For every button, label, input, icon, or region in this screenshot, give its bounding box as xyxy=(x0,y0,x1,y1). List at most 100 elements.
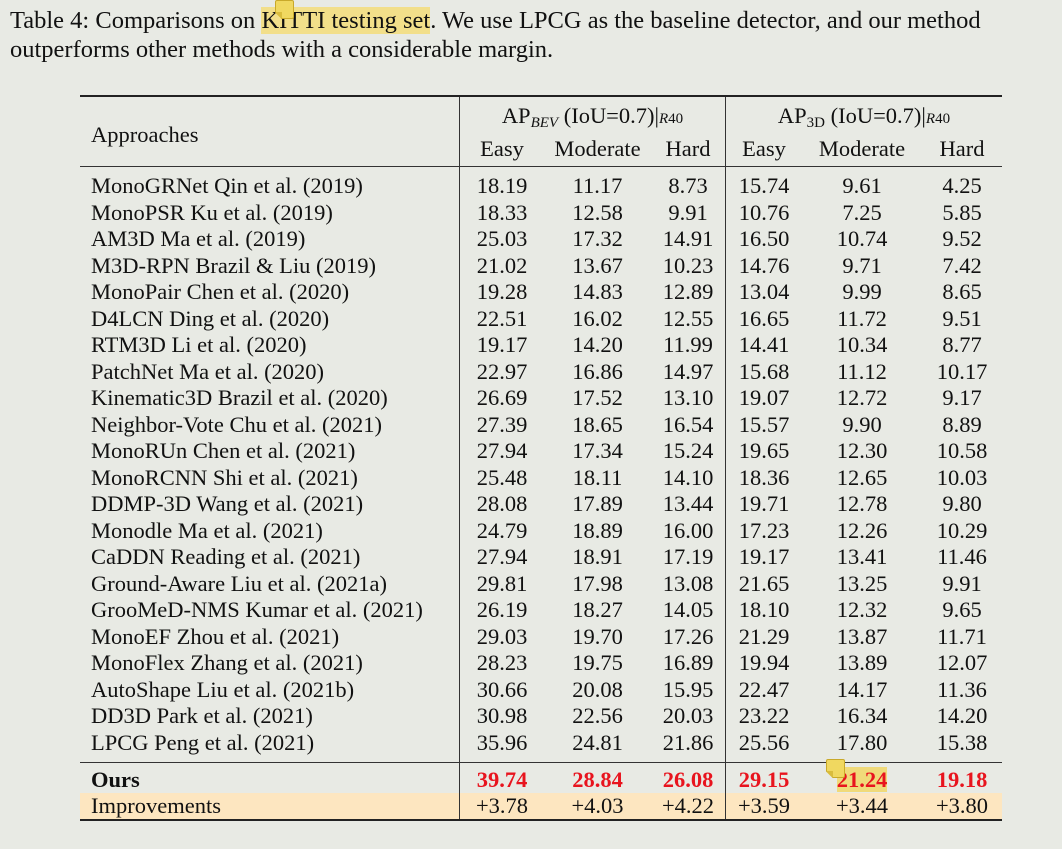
metric-cell: 8.77 xyxy=(942,332,982,357)
metric-cell: 35.96 xyxy=(459,729,544,756)
metric-cell: 29.81 xyxy=(459,570,544,597)
metric-cell: 10.58 xyxy=(936,438,988,463)
metric-cell: 17.26 xyxy=(662,623,714,649)
metric-cell: 21.29 xyxy=(725,623,802,650)
ours-metric-cell: 21.24 xyxy=(802,762,922,793)
metric-cell: 18.65 xyxy=(572,411,623,437)
metric-cell: 18.91 xyxy=(572,544,623,569)
ours-label: Ours xyxy=(80,762,460,793)
metric-cell: 15.24 xyxy=(662,438,714,463)
caption-line-2: outperforms other methods with a conside… xyxy=(10,36,554,63)
metric-cell: 10.17 xyxy=(936,358,988,384)
approach-name: Kinematic3D Brazil et al. (2020) xyxy=(91,385,388,410)
metric-cell: 14.83 xyxy=(572,279,623,304)
table-row: Neighbor-Vote Chu et al. (2021) 27.39 18.6… xyxy=(80,411,1002,438)
metric-cell: 12.58 xyxy=(572,199,623,225)
header-row-difficulty: Easy Moderate Hard Easy Moderate Hard xyxy=(80,136,1002,167)
header-row-groups: Approaches APBEV (IoU=0.7)|R40 AP3D (IoU=0… xyxy=(80,95,1002,167)
metric-cell: 15.57 xyxy=(725,411,802,438)
table-row: CaDDN Reading et al. (2021) 27.94 18.91 17.… xyxy=(80,544,1002,571)
metric-cell: 30.98 xyxy=(459,703,544,730)
improvements-label: Improvements xyxy=(80,793,460,821)
table-row: Ground-Aware Liu et al. (2021a) 29.81 17.9… xyxy=(80,570,1002,597)
column-header-hard: Hard xyxy=(922,136,1002,167)
metric-cell: 17.52 xyxy=(572,385,623,410)
metric-cell: 17.32 xyxy=(572,226,623,251)
metric-cell: 24.79 xyxy=(459,517,544,544)
metric-cell: 22.47 xyxy=(725,676,802,703)
metric-cell: 14.97 xyxy=(662,358,714,384)
metric-cell: 11.72 xyxy=(837,305,887,331)
table-row: D4LCN Ding et al. (2020) 22.51 16.02 12.55 1… xyxy=(80,305,1002,332)
metric-cell: 18.89 xyxy=(572,517,623,543)
ours-metric-cell: 28.84 xyxy=(544,762,651,793)
metric-cell: 12.65 xyxy=(836,464,888,490)
comparison-table: Approaches APBEV (IoU=0.7)|R40 AP3D (IoU=0… xyxy=(80,95,1002,821)
improvement-cell: +4.03 xyxy=(544,793,651,821)
metric-cell: 10.29 xyxy=(936,517,988,543)
metric-cell: 17.19 xyxy=(662,544,714,569)
metric-cell: 28.08 xyxy=(459,491,544,518)
ours-metric-cell: 26.08 xyxy=(651,762,726,793)
metric-cell: 14.10 xyxy=(662,464,714,490)
metric-group-header: AP3D (IoU=0.7)|R40 xyxy=(725,95,1002,136)
metric-cell: 16.00 xyxy=(662,517,714,543)
metric-cell: 19.70 xyxy=(572,623,623,649)
metric-cell: 26.19 xyxy=(459,597,544,624)
metric-cell: 11.17 xyxy=(572,173,623,198)
approach-name: AutoShape Liu et al. (2021b) xyxy=(91,676,355,702)
approach-name: MonoPSR Ku et al. (2019) xyxy=(91,199,333,225)
metric-group-header: APBEV (IoU=0.7)|R40 xyxy=(459,95,726,136)
metric-cell: 9.52 xyxy=(942,226,982,251)
metric-cell: 28.23 xyxy=(459,650,544,677)
column-header-hard: Hard xyxy=(651,136,726,167)
improvement-cell: +3.44 xyxy=(802,793,922,821)
approach-name: DD3D Park et al. (2021) xyxy=(91,703,313,728)
metric-cell: 21.02 xyxy=(459,252,544,279)
metric-cell: 7.42 xyxy=(942,252,982,278)
metric-cell: 13.89 xyxy=(836,650,888,675)
metric-cell: 15.68 xyxy=(725,358,802,385)
metric-cell: 19.94 xyxy=(725,650,802,677)
metric-cell: 15.95 xyxy=(662,676,714,702)
improvements-row: Improvements +3.78 +4.03 +4.22 +3.59 +3.44 +3.… xyxy=(80,793,1002,821)
approach-name: M3D-RPN Brazil & Liu (2019) xyxy=(91,252,376,278)
metric-cell: 10.34 xyxy=(836,332,888,357)
approach-name: MonoFlex Zhang et al. (2021) xyxy=(91,650,363,675)
improvement-cell: +4.22 xyxy=(651,793,726,821)
approach-name: MonoRCNN Shi et al. (2021) xyxy=(91,464,358,490)
metric-cell: 16.89 xyxy=(662,650,714,675)
sticky-note-icon[interactable] xyxy=(275,0,294,19)
table-row: PatchNet Ma et al. (2020) 22.97 16.86 14.97… xyxy=(80,358,1002,385)
metric-cell: 10.74 xyxy=(836,226,888,251)
metric-cell: 8.65 xyxy=(942,279,982,304)
approach-name: LPCG Peng et al. (2021) xyxy=(91,729,315,755)
metric-cell: 16.02 xyxy=(572,305,623,331)
table-row: DDMP-3D Wang et al. (2021) 28.08 17.89 13.4… xyxy=(80,491,1002,518)
approaches-header: Approaches xyxy=(80,95,460,167)
ours-metric-cell: 39.74 xyxy=(459,762,544,793)
table-row: Monodle Ma et al. (2021) 24.79 18.89 16.00 1… xyxy=(80,517,1002,544)
metric-cell: 9.17 xyxy=(942,385,982,410)
metric-cell: 12.55 xyxy=(662,305,714,331)
sticky-note-icon[interactable] xyxy=(826,759,845,778)
metric-cell: 9.71 xyxy=(842,252,882,278)
approach-name: RTM3D Li et al. (2020) xyxy=(91,332,307,357)
metric-cell: 19.65 xyxy=(725,438,802,465)
approach-name: D4LCN Ding et al. (2020) xyxy=(91,305,330,331)
metric-cell: 16.34 xyxy=(836,703,888,728)
metric-cell: 11.12 xyxy=(837,358,887,384)
ours-metric-cell: 29.15 xyxy=(725,762,802,793)
metric-cell: 16.54 xyxy=(662,411,714,437)
column-header-easy: Easy xyxy=(725,136,802,167)
highlighted-value[interactable]: 21.24 xyxy=(836,767,888,792)
metric-cell: 27.94 xyxy=(459,438,544,465)
metric-cell: 16.86 xyxy=(572,358,623,384)
metric-cell: 7.25 xyxy=(842,199,882,225)
metric-cell: 12.78 xyxy=(836,491,888,516)
metric-cell: 12.07 xyxy=(936,650,988,675)
metric-cell: 11.36 xyxy=(937,676,987,702)
table-caption: Table 4: Comparisons on KITTI testing se… xyxy=(10,6,1062,64)
metric-cell: 19.17 xyxy=(459,332,544,359)
metric-cell: 17.80 xyxy=(836,729,888,755)
